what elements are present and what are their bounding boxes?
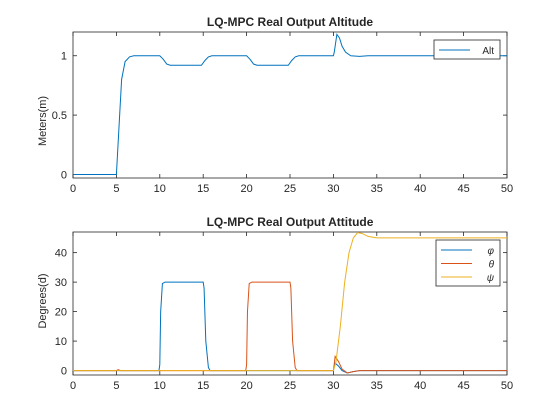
altitude-ylabel: Meters(m) (37, 96, 49, 146)
attitude-ytick-label: 30 (55, 277, 67, 289)
attitude-series-line-2 (73, 232, 507, 372)
altitude-series-line-0 (73, 33, 507, 175)
attitude-ylabel: Degrees(d) (37, 273, 49, 328)
altitude-legend: Alt (433, 39, 501, 60)
attitude-legend-label-2: ψ (487, 273, 495, 284)
altitude-xtick-label: 50 (501, 183, 513, 195)
altitude-xtick-label: 15 (197, 183, 209, 195)
attitude-xtick-label: 50 (501, 380, 513, 392)
altitude-xtick-label: 10 (154, 183, 166, 195)
attitude-ytick-label: 0 (61, 366, 67, 378)
altitude-ytick-label: 0.5 (52, 110, 67, 122)
attitude-axes-box (72, 231, 508, 376)
altitude-ytick-label: 0 (61, 169, 67, 181)
altitude-xtick-label: 45 (457, 183, 469, 195)
altitude-xtick-label: 40 (414, 183, 426, 195)
attitude-xtick-label: 25 (284, 380, 296, 392)
altitude-xtick-label: 35 (371, 183, 383, 195)
attitude-plot-area: 0 5 10 15 20 25 30 35 40 45 50 0 10 20 30 40 (55, 231, 513, 392)
attitude-xtick-label: 10 (154, 380, 166, 392)
altitude-xtick-label: 30 (327, 183, 339, 195)
attitude-xtick-label: 45 (457, 380, 469, 392)
altitude-axes: LQ-MPC Real Output Altitude Meters(m) 0 5… (37, 15, 513, 195)
attitude-xtick-label: 30 (327, 380, 339, 392)
attitude-axes: LQ-MPC Real Output Attitude Degrees(d) 0… (37, 215, 513, 392)
altitude-legend-label-0: Alt (482, 46, 494, 57)
attitude-title: LQ-MPC Real Output Attitude (207, 215, 374, 229)
attitude-legend: φθψ (435, 239, 501, 287)
altitude-xtick-label: 20 (240, 183, 252, 195)
altitude-xtick-label: 5 (113, 183, 119, 195)
attitude-xtick-label: 35 (371, 380, 383, 392)
attitude-xtick-label: 0 (70, 380, 76, 392)
attitude-legend-label-0: φ (487, 246, 494, 257)
altitude-ytick-label: 1 (61, 51, 67, 63)
attitude-ytick-label: 10 (55, 336, 67, 348)
attitude-ytick-label: 40 (55, 248, 67, 260)
attitude-xtick-label: 20 (240, 380, 252, 392)
attitude-ytick-label: 20 (55, 307, 67, 319)
altitude-xtick-label: 0 (70, 183, 76, 195)
attitude-xtick-label: 5 (113, 380, 119, 392)
attitude-legend-label-1: θ (489, 260, 495, 271)
altitude-xtick-label: 25 (284, 183, 296, 195)
attitude-xtick-label: 15 (197, 380, 209, 392)
altitude-title: LQ-MPC Real Output Altitude (207, 15, 374, 29)
attitude-xtick-label: 40 (414, 380, 426, 392)
